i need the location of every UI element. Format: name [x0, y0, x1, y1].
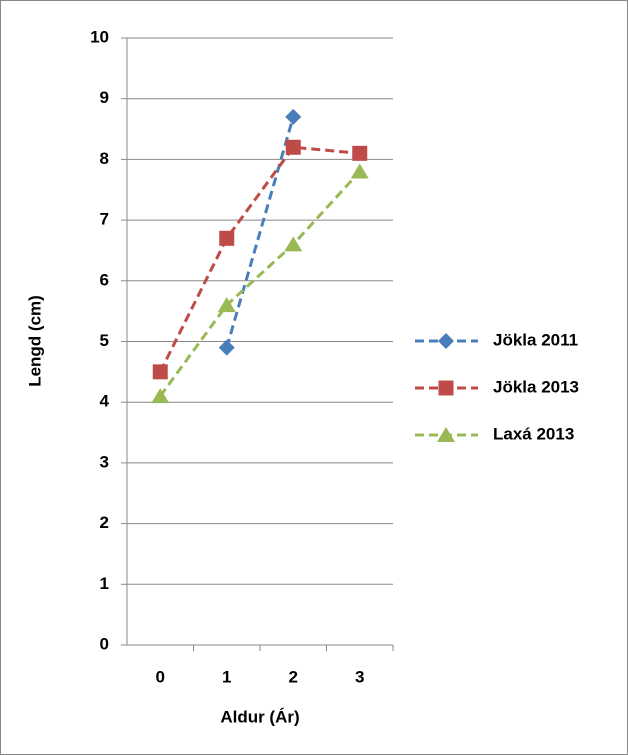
- legend-label: Jökla 2013: [493, 377, 579, 396]
- data-point: [285, 108, 302, 125]
- y-tick-label: 9: [100, 88, 109, 107]
- y-tick-label: 2: [100, 513, 109, 532]
- data-point: [285, 139, 301, 155]
- data-point: [151, 388, 170, 404]
- y-axis-label: Lengd (cm): [25, 295, 44, 387]
- legend-label: Laxá 2013: [493, 424, 574, 443]
- legend-marker: [438, 380, 454, 396]
- x-tick-label: 0: [156, 667, 165, 686]
- y-tick-label: 8: [100, 149, 109, 168]
- data-point: [218, 339, 235, 356]
- data-point: [284, 236, 303, 252]
- series-line: [159, 170, 361, 398]
- series-line: [158, 145, 360, 373]
- legend-marker: [437, 427, 455, 442]
- data-point: [350, 163, 369, 179]
- data-point: [352, 145, 368, 161]
- y-tick-label: 7: [100, 210, 109, 229]
- legend-label: Jökla 2011: [493, 330, 578, 349]
- x-tick-label: 3: [355, 667, 364, 686]
- legend-marker: [438, 333, 454, 349]
- x-axis-label: Aldur (Ár): [220, 707, 299, 726]
- y-tick-label: 0: [100, 634, 109, 653]
- y-tick-label: 10: [90, 27, 109, 46]
- x-tick-label: 1: [222, 667, 231, 686]
- series-line: [225, 116, 295, 348]
- y-tick-label: 5: [100, 331, 109, 350]
- data-point: [217, 297, 236, 313]
- y-tick-label: 6: [100, 270, 109, 289]
- y-tick-label: 1: [100, 574, 109, 593]
- y-tick-label: 4: [100, 392, 110, 411]
- data-point: [152, 364, 168, 380]
- x-tick-label: 2: [289, 667, 298, 686]
- y-tick-label: 3: [100, 452, 109, 471]
- data-point: [219, 230, 235, 246]
